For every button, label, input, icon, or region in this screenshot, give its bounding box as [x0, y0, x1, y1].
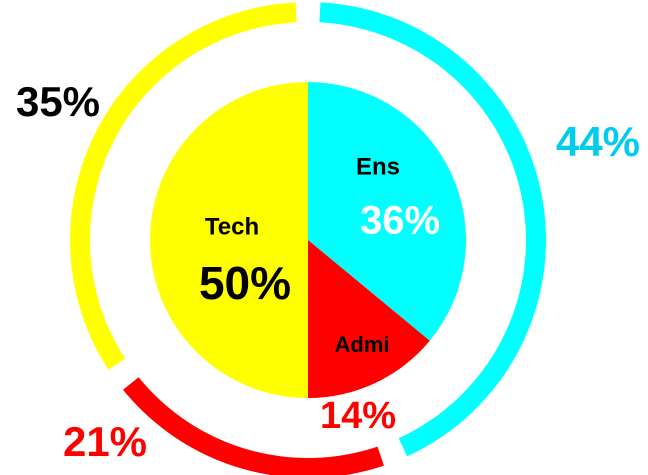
- slice-name: Ens: [356, 153, 400, 180]
- ring-segment: [70, 2, 297, 370]
- pie-slice: [308, 82, 466, 341]
- ring-segment: [123, 377, 384, 475]
- ring-segment: [319, 2, 547, 457]
- slice-value-label: 36%: [360, 199, 440, 243]
- pie-slice: [308, 240, 430, 398]
- slice-value-label: 14%: [320, 395, 396, 437]
- slice-value-label: 50%: [199, 257, 291, 309]
- slice-name: Tech: [205, 213, 259, 240]
- ring-value-label: 35%: [16, 78, 100, 125]
- ring-value-label: 44%: [556, 118, 640, 165]
- slice-name: Admi: [335, 332, 390, 357]
- pie-slice: [150, 82, 308, 398]
- ring-value-label: 21%: [63, 418, 147, 465]
